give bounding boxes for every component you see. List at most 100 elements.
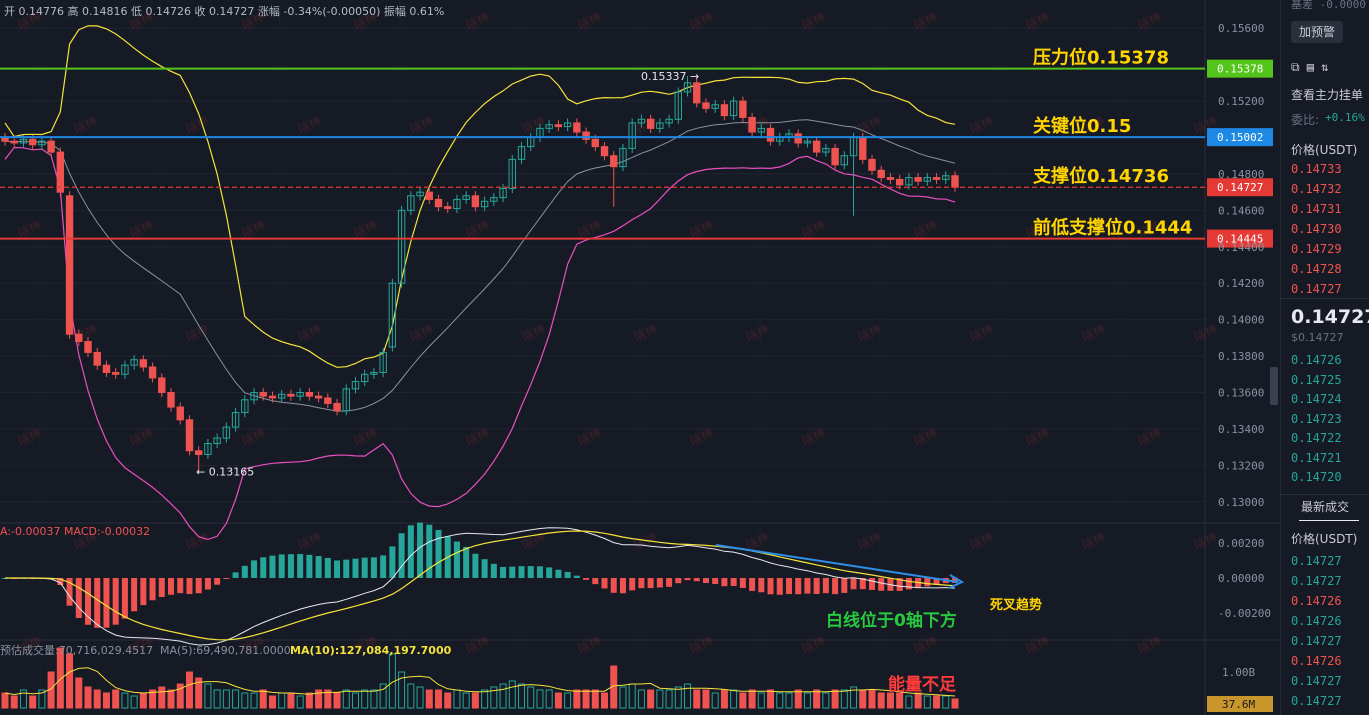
volume-bar [425, 689, 433, 709]
volume-bar [730, 689, 738, 709]
watermark-text: 瑞神 [183, 114, 211, 137]
candle-body [277, 393, 286, 399]
candle-body [545, 124, 553, 129]
macd-histogram-bar [573, 575, 580, 578]
volume-bar [250, 692, 258, 709]
volume-bar [213, 689, 221, 709]
macd-histogram-bar [204, 577, 211, 590]
candle-body [324, 397, 332, 404]
volume-bar [905, 695, 913, 709]
orderbook-sidebar: 基差 -0.0000 加预警 ⧉ ▤ ⇅ 查看主力挂单 委比: +0.16% 价… [1280, 0, 1369, 715]
volume-bar [785, 692, 793, 709]
volume-bar [776, 692, 784, 709]
macd-histogram-bar [896, 577, 903, 591]
price-tick-label: 0.13000 [1218, 496, 1264, 509]
macd-histogram-bar [804, 577, 811, 594]
watermark-text: 瑞神 [687, 218, 715, 241]
macd-dea-line [5, 530, 956, 641]
candle-body [600, 146, 609, 157]
trade-price: 0.14727 [1291, 694, 1342, 708]
watermark-text: 瑞神 [351, 218, 379, 241]
macd-histogram-bar [334, 560, 341, 578]
macd-histogram-bar [241, 565, 248, 578]
watermark-text: 瑞神 [799, 10, 827, 33]
volume-bar [324, 689, 332, 709]
macd-histogram-bar [509, 566, 516, 578]
macd-histogram-bar [269, 555, 276, 578]
volume-bar [241, 692, 249, 709]
volume-bar [536, 689, 544, 709]
candle-body [812, 140, 821, 153]
depth-toggle-icons[interactable]: ⧉ ▤ ⇅ [1291, 60, 1329, 74]
macd-histogram-bar [343, 559, 350, 578]
candle-body [65, 195, 74, 335]
volume-bar [951, 698, 959, 709]
macd-histogram-bar [785, 577, 792, 595]
volume-bar [10, 695, 18, 709]
macd-histogram-bar [324, 557, 331, 578]
volume-tag [1207, 696, 1273, 712]
candle-body [56, 151, 65, 193]
chart-annotations: 开 0.14776 高 0.14816 低 0.14726 收 0.14727 … [0, 4, 1042, 695]
price-tick-label: 0.13600 [1218, 387, 1264, 400]
trades-title[interactable]: 最新成交 [1301, 500, 1350, 514]
volume-bar [886, 692, 894, 709]
volume-tag-text: 37.6M [1222, 698, 1255, 711]
ask-price: 0.14727 [1291, 282, 1342, 296]
macd-histogram-bar [435, 529, 442, 578]
macd-histogram-bar [758, 577, 765, 593]
candle-body [693, 82, 701, 104]
price-header: 价格(USDT) [1291, 143, 1358, 157]
add-alert-button[interactable]: 加预警 [1291, 21, 1343, 43]
volume-bar [518, 683, 526, 709]
volume-bar [656, 689, 664, 709]
macd-histogram-bar [407, 525, 414, 578]
level-label: 前低支撑位0.1444 [1033, 217, 1192, 239]
candle-body [268, 395, 277, 399]
volume-bar [139, 692, 147, 709]
volume-bar [757, 692, 765, 709]
macd-histogram-bar [85, 577, 92, 625]
volume-bar [896, 692, 904, 709]
macd-histogram-bar [647, 577, 654, 589]
orderbook-title[interactable]: 查看主力挂单 [1291, 88, 1364, 102]
volume-bar [481, 689, 489, 709]
macd-histogram-bar [767, 577, 774, 595]
candle-body [444, 206, 452, 210]
ask-price: 0.14728 [1291, 262, 1342, 276]
volume-bar [268, 695, 276, 709]
candle-body [139, 359, 148, 368]
macd-histogram-bar [103, 577, 110, 628]
macd-histogram-bar [656, 577, 663, 588]
macd-histogram-bar [168, 577, 175, 595]
volume-bar [739, 692, 747, 709]
volume-bar [379, 683, 387, 709]
volume-bar [933, 695, 941, 709]
candle-body [28, 138, 37, 146]
macd-histogram-bar [177, 577, 184, 594]
volume-bar [149, 689, 157, 709]
candle-body [314, 395, 323, 399]
volume-bar [56, 647, 64, 709]
macd-histogram-bar [131, 577, 138, 612]
macd-histogram-bar [629, 577, 636, 591]
bid-price: 0.14724 [1291, 392, 1342, 406]
volume-header: 预估成交量:70,716,029.4517 [0, 643, 153, 657]
macd-histogram-bar [417, 522, 424, 578]
volume-bar [711, 692, 719, 709]
trades-header: 价格(USDT) [1291, 532, 1358, 546]
macd-histogram-bar [500, 566, 507, 578]
macd-histogram-bar [140, 577, 147, 606]
panel-collapse-handle[interactable] [1270, 367, 1278, 405]
price-tick-label: 0.15600 [1218, 22, 1264, 35]
volume-bar [416, 686, 424, 709]
candle-body [637, 118, 646, 124]
macd-histogram-bar [933, 577, 940, 585]
macd-header: A:-0.00037 MACD:-0.00032 [0, 525, 150, 538]
watermark-text: 瑞神 [687, 10, 715, 33]
volume-bar [19, 689, 27, 709]
candle-body [517, 146, 526, 160]
ratio-value: +0.16% [1325, 111, 1365, 124]
candle-body [859, 137, 867, 160]
